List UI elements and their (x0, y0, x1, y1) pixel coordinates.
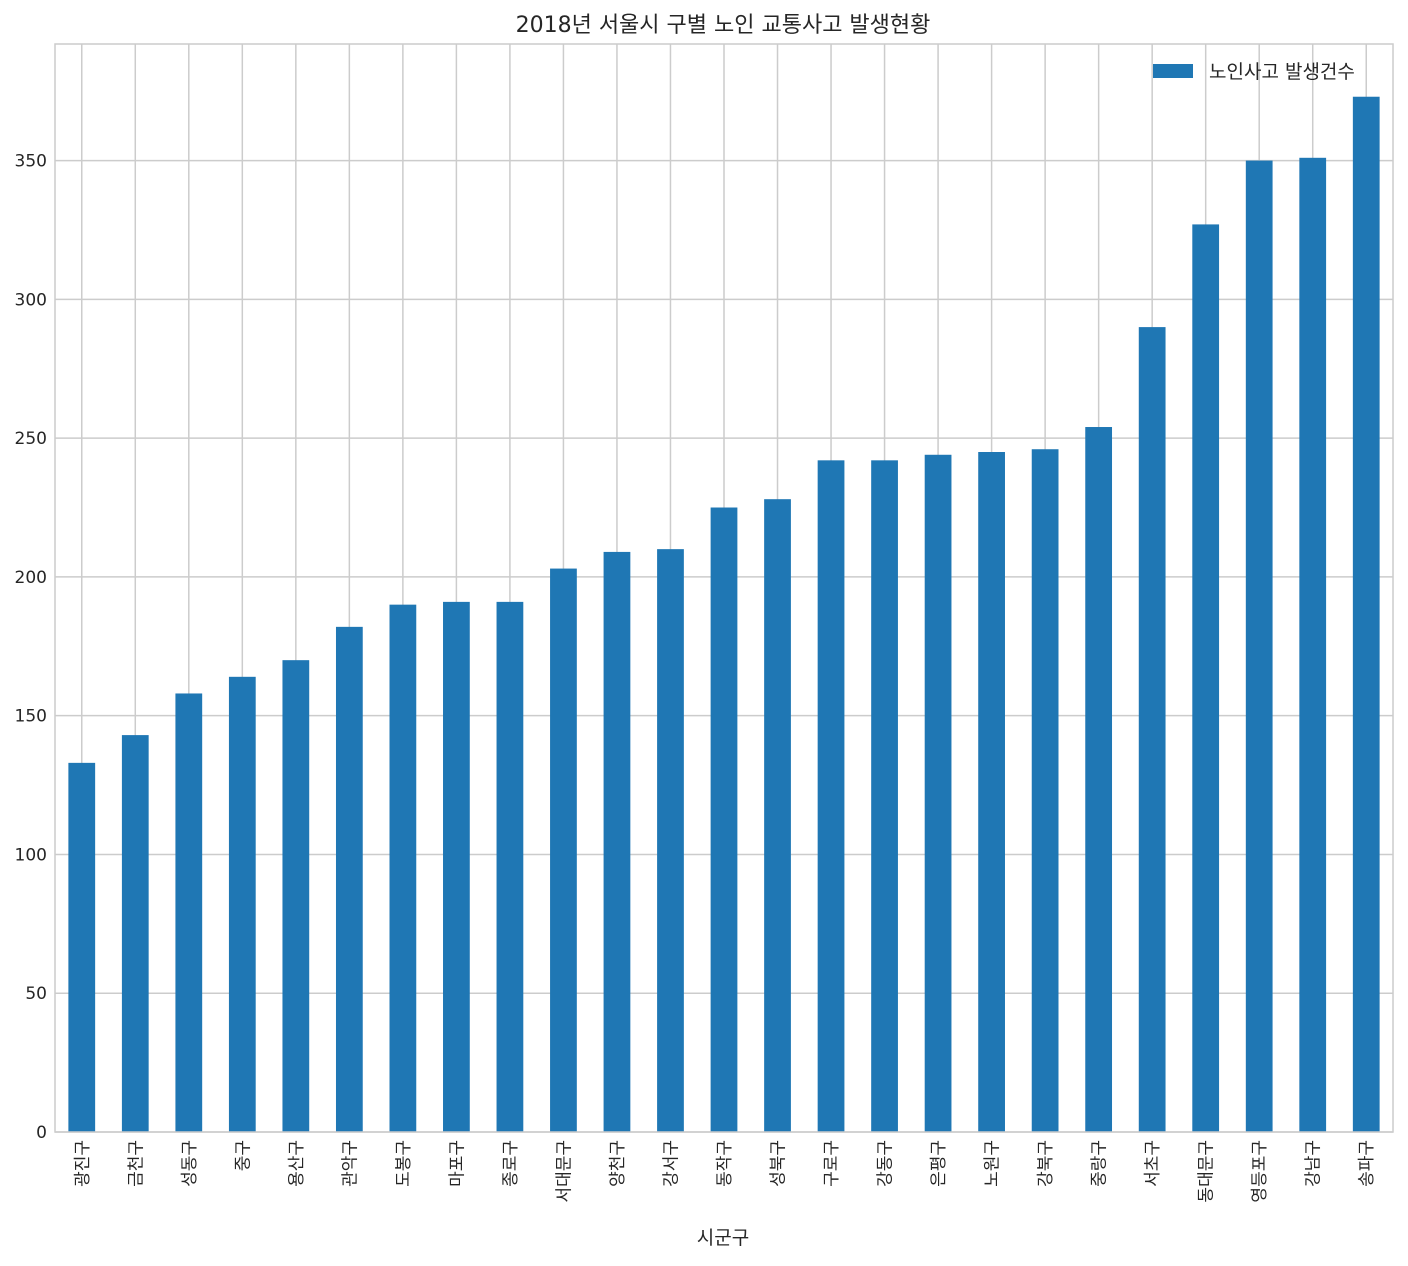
x-tick-label: 양천구 (608, 1140, 628, 1187)
x-tick-label: 동대문구 (1197, 1140, 1217, 1203)
x-tick-label: 강북구 (1036, 1140, 1056, 1187)
x-tick-label: 관악구 (340, 1140, 360, 1187)
bar-동작구 (710, 507, 738, 1132)
bar-성북구 (764, 499, 791, 1132)
x-axis-label: 시군구 (697, 1227, 749, 1249)
y-tick-label: 250 (15, 429, 47, 449)
legend-label: 노인사고 발생건수 (1209, 61, 1355, 83)
bar-종로구 (496, 601, 524, 1132)
bar-동대문구 (1192, 224, 1220, 1133)
x-tick-label: 서초구 (1143, 1140, 1163, 1187)
x-tick-label: 마포구 (447, 1140, 467, 1187)
bar-서초구 (1138, 327, 1166, 1132)
bar-구로구 (817, 460, 845, 1132)
x-tick-label: 성북구 (769, 1140, 789, 1187)
bar-중랑구 (1085, 427, 1113, 1133)
y-tick-label: 0 (36, 1123, 47, 1143)
bar-성동구 (175, 693, 203, 1132)
x-tick-label: 종로구 (501, 1140, 521, 1187)
x-tick-label: 노원구 (983, 1140, 1003, 1187)
chart-title: 2018년 서울시 구별 노인 교통사고 발생현황 (516, 13, 931, 38)
bars (68, 96, 1380, 1133)
y-tick-label: 100 (15, 845, 47, 865)
x-axis-ticks: 광진구 금천구 성동구 중구 용산구 관악구 도봉구 마포구 종로구 서대문구 양천구 강서구 동작구 성… (73, 1140, 1377, 1203)
bar-마포구 (443, 601, 470, 1132)
bar-영등포구 (1245, 160, 1273, 1133)
x-tick-label: 구로구 (822, 1140, 842, 1187)
y-tick-label: 300 (15, 290, 47, 310)
x-tick-label: 광진구 (73, 1140, 93, 1187)
bar-용산구 (282, 660, 310, 1132)
bar-송파구 (1352, 96, 1380, 1132)
bar-노원구 (978, 452, 1005, 1132)
x-tick-label: 동작구 (715, 1140, 735, 1187)
bar-강동구 (871, 460, 898, 1132)
x-tick-label: 송파구 (1357, 1140, 1377, 1187)
x-tick-label: 금천구 (126, 1140, 146, 1187)
x-tick-label: 강동구 (876, 1140, 896, 1187)
x-tick-label: 강남구 (1304, 1140, 1324, 1187)
x-tick-label: 중랑구 (1090, 1140, 1110, 1187)
y-tick-label: 50 (25, 984, 47, 1004)
x-tick-label: 중구 (233, 1140, 253, 1171)
bar-강남구 (1299, 157, 1327, 1133)
plot-frame (54, 43, 1394, 1133)
x-tick-label: 서대문구 (554, 1140, 574, 1203)
y-axis-ticks: 0 50 100 150 200 250 300 350 (15, 152, 47, 1143)
bar-중구 (228, 676, 256, 1132)
legend: 노인사고 발생건수 (1153, 61, 1355, 83)
x-tick-label: 영등포구 (1250, 1140, 1270, 1203)
bar-도봉구 (389, 604, 417, 1132)
y-tick-label: 350 (15, 152, 47, 172)
bar-서대문구 (550, 568, 577, 1132)
y-tick-label: 150 (15, 707, 47, 727)
bar-은평구 (924, 454, 952, 1132)
y-tick-label: 200 (15, 568, 47, 588)
bar-관악구 (335, 626, 363, 1132)
bar-금천구 (121, 735, 149, 1132)
x-tick-label: 성동구 (180, 1140, 200, 1187)
bar-광진구 (68, 762, 96, 1132)
bar-양천구 (603, 551, 631, 1132)
x-tick-label: 은평구 (929, 1140, 949, 1187)
x-tick-label: 용산구 (287, 1140, 307, 1187)
bar-강북구 (1031, 449, 1059, 1132)
legend-swatch (1153, 64, 1193, 78)
bar-강서구 (657, 549, 684, 1132)
x-tick-label: 강서구 (661, 1140, 681, 1187)
x-tick-label: 도봉구 (394, 1140, 414, 1187)
